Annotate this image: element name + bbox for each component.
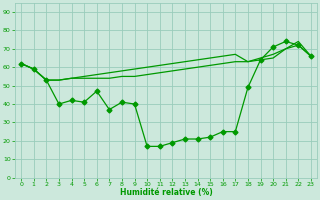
X-axis label: Humidité relative (%): Humidité relative (%) [120, 188, 212, 197]
